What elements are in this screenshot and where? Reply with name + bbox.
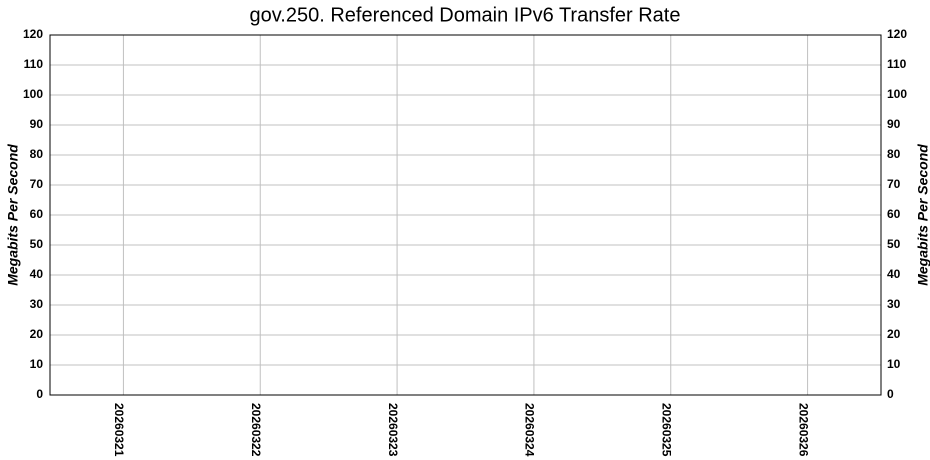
plot-frame [49,34,882,396]
y2-tick-label: 100 [887,87,907,101]
y-tick-label: 70 [30,177,44,191]
y2-tick-label: 70 [887,177,901,191]
y-tick-label: 30 [30,297,44,311]
y-tick-label: 90 [30,117,44,131]
chart-title: gov.250. Referenced Domain IPv6 Transfer… [250,4,681,26]
y2-tick-label: 90 [887,117,901,131]
x-tick-label: 20260322 [249,403,263,457]
y2-tick-label: 10 [887,357,901,371]
y2-tick-label: 0 [887,387,894,401]
y-tick-label: 80 [30,147,44,161]
y2-tick-label: 20 [887,327,901,341]
y-tick-label: 40 [30,267,44,281]
y-tick-label: 100 [23,87,43,101]
x-tick-label: 20260325 [660,403,674,457]
y-tick-label: 10 [30,357,44,371]
y2-tick-label: 50 [887,237,901,251]
x-tick-label: 20260323 [386,403,400,457]
y2-tick-label: 40 [887,267,901,281]
y2-tick-label: 60 [887,207,901,221]
y-axis-title: Megabits Per Second [5,144,21,286]
y-tick-label: 50 [30,237,44,251]
y2-tick-label: 30 [887,297,901,311]
y2-tick-label: 80 [887,147,901,161]
y2-tick-label: 110 [887,57,907,71]
y-tick-label: 110 [24,57,44,71]
x-tick-label: 20260324 [523,403,537,457]
x-tick-label: 20260321 [112,403,126,457]
y-tick-label: 60 [30,207,44,221]
y-tick-label: 120 [23,27,43,41]
y2-tick-label: 120 [887,27,907,41]
x-tick-label: 20260326 [796,403,810,457]
y2-axis-title: Megabits Per Second [915,144,930,286]
y-tick-label: 0 [36,387,43,401]
y-tick-label: 20 [30,327,44,341]
